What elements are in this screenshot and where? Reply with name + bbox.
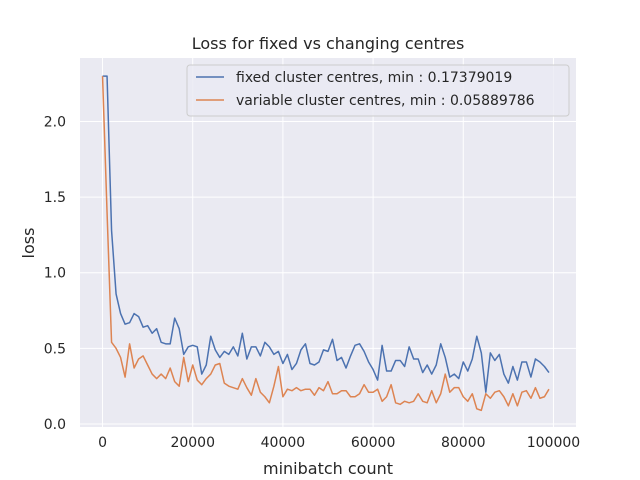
x-tick-label: 100000 — [527, 435, 580, 451]
legend-box — [186, 64, 570, 117]
x-tick-label: 80000 — [441, 435, 486, 451]
series-lines — [101, 75, 550, 412]
legend-label-variable: variable cluster centres, min : 0.058897… — [236, 93, 535, 109]
y-tick-labels: 0.0 0.5 1.0 1.5 2.0 — [44, 115, 66, 433]
y-tick-label: 1.0 — [44, 266, 66, 282]
grid-lines — [80, 58, 576, 427]
y-axis-label: loss — [19, 228, 38, 259]
legend-label-fixed: fixed cluster centres, min : 0.17379019 — [236, 70, 512, 86]
x-tick-label: 0 — [98, 435, 107, 451]
y-tick-label: 0.5 — [44, 341, 66, 357]
x-axis-label: minibatch count — [263, 459, 393, 478]
x-tick-label: 40000 — [261, 435, 306, 451]
chart-title: Loss for fixed vs changing centres — [192, 34, 465, 53]
y-tick-label: 0.0 — [44, 417, 66, 433]
y-tick-label: 2.0 — [44, 115, 66, 131]
legend: fixed cluster centres, min : 0.17379019 … — [186, 64, 570, 117]
x-tick-label: 60000 — [351, 435, 396, 451]
series-line-fixed — [102, 75, 550, 393]
plot-area — [80, 58, 576, 427]
y-tick-label: 1.5 — [44, 190, 66, 206]
x-tick-label: 20000 — [170, 435, 215, 451]
series-line-variable — [101, 76, 550, 412]
x-tick-labels: 0 20000 40000 60000 80000 100000 — [98, 435, 580, 451]
